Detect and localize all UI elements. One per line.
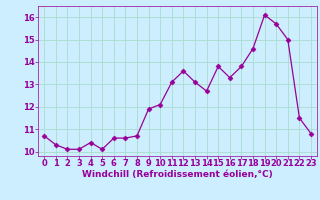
X-axis label: Windchill (Refroidissement éolien,°C): Windchill (Refroidissement éolien,°C) [82, 170, 273, 179]
